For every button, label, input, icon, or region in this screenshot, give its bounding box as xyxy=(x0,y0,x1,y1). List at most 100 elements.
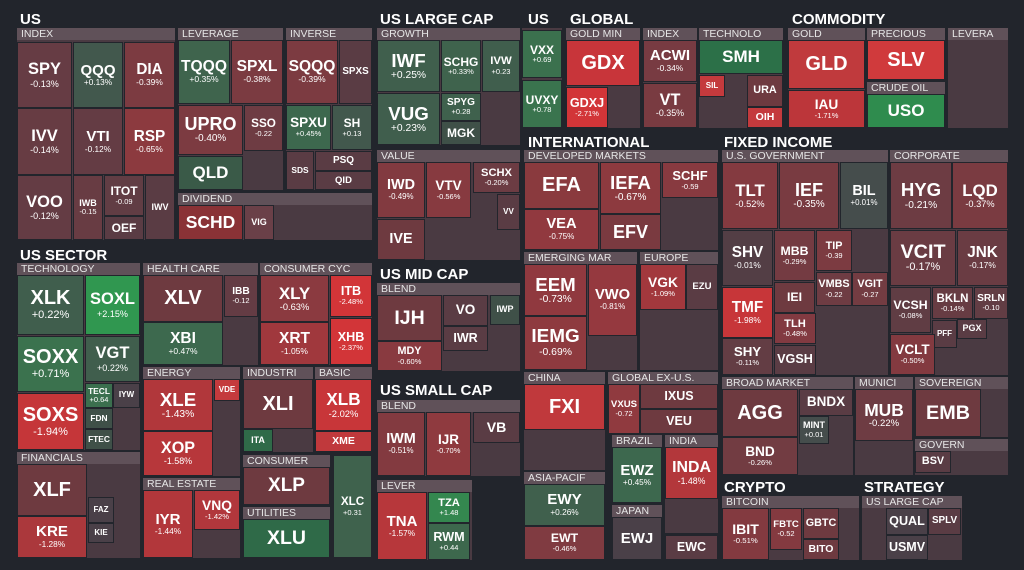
tile[interactable]: TQQQ +0.35% xyxy=(178,40,230,104)
tile[interactable]: EWC xyxy=(665,535,718,560)
tile[interactable]: VV xyxy=(497,194,520,230)
tile[interactable]: BSV xyxy=(915,451,951,473)
tile[interactable]: EFA xyxy=(524,162,599,209)
tile[interactable]: USO xyxy=(867,94,945,128)
tile[interactable]: VTI -0.12% xyxy=(73,108,123,175)
tile[interactable]: URA xyxy=(747,75,783,107)
tile[interactable]: IWP xyxy=(490,295,520,325)
tile[interactable]: QUAL xyxy=(886,508,928,535)
tile[interactable]: TNA -1.57% xyxy=(377,492,427,560)
tile[interactable]: PGX xyxy=(957,319,987,339)
tile[interactable]: IWB -0.15 xyxy=(73,175,103,240)
tile[interactable]: SMH xyxy=(699,40,783,74)
tile[interactable]: SPXL -0.38% xyxy=(231,40,283,104)
tile[interactable]: BND -0.26% xyxy=(722,437,798,475)
tile[interactable]: IVW +0.23 xyxy=(482,40,520,92)
tile[interactable]: UVXY +0.78 xyxy=(522,80,562,128)
tile[interactable]: XHB -2.37% xyxy=(330,318,372,365)
tile[interactable]: XLE -1.43% xyxy=(143,379,213,431)
tile[interactable]: ITB -2.48% xyxy=(330,275,372,317)
tile[interactable]: SOXL +2.15% xyxy=(85,275,140,335)
tile[interactable]: MDY -0.60% xyxy=(377,341,442,371)
tile[interactable]: BNDX xyxy=(799,389,853,416)
tile[interactable]: IAU -1.71% xyxy=(788,90,865,128)
tile[interactable]: IYR -1.44% xyxy=(143,490,193,558)
tile[interactable]: VEU xyxy=(640,409,718,434)
tile[interactable]: EWY +0.26% xyxy=(524,484,605,526)
tile[interactable]: IEFA -0.67% xyxy=(600,162,661,214)
tile[interactable]: MBB -0.29% xyxy=(774,230,815,281)
tile[interactable]: IBIT -0.51% xyxy=(722,508,769,560)
tile[interactable]: VT -0.35% xyxy=(643,83,697,128)
tile[interactable]: XLI xyxy=(243,379,313,429)
tile[interactable]: XLP xyxy=(243,467,330,505)
tile[interactable]: VOO -0.12% xyxy=(17,175,72,240)
tile[interactable]: AGG xyxy=(722,389,798,437)
tile[interactable]: SPYG +0.28 xyxy=(441,93,481,121)
tile[interactable]: QLD xyxy=(178,156,243,190)
tile[interactable]: VUG +0.23% xyxy=(377,93,440,145)
tile[interactable]: IWV xyxy=(145,175,175,240)
tile[interactable]: RSP -0.65% xyxy=(124,108,175,175)
tile[interactable]: VGK -1.09% xyxy=(640,264,686,310)
tile[interactable]: SLV xyxy=(867,40,945,80)
tile[interactable]: QID xyxy=(315,171,372,190)
tile[interactable]: VXUS -0.72 xyxy=(608,384,640,434)
tile[interactable]: TLT -0.52% xyxy=(722,162,778,229)
tile[interactable]: VXX +0.69 xyxy=(522,30,562,78)
tile[interactable]: BIL +0.01% xyxy=(840,162,888,229)
tile[interactable]: SPY -0.13% xyxy=(17,42,72,108)
tile[interactable]: IJR -0.70% xyxy=(426,412,471,476)
tile[interactable]: VNQ -1.42% xyxy=(194,490,240,530)
tile[interactable]: VIG xyxy=(244,205,274,240)
tile[interactable]: EEM -0.73% xyxy=(524,264,587,316)
tile[interactable]: SCHX -0.20% xyxy=(473,162,520,193)
tile[interactable]: FXI xyxy=(524,384,605,430)
tile[interactable]: ITOT -0.09 xyxy=(104,175,144,216)
tile[interactable]: SSO -0.22 xyxy=(244,105,283,151)
tile[interactable]: IYW xyxy=(113,383,140,408)
tile[interactable]: PSQ xyxy=(315,151,372,171)
tile[interactable]: VDE xyxy=(214,379,240,401)
tile[interactable]: SRLN -0.10 xyxy=(974,287,1008,319)
tile[interactable]: INDA -1.48% xyxy=(665,447,718,499)
tile[interactable]: TZA +1.48 xyxy=(428,492,470,523)
tile[interactable]: BITO xyxy=(803,539,839,560)
tile[interactable]: SH +0.13 xyxy=(332,105,372,150)
tile[interactable]: FDN xyxy=(85,408,113,429)
tile[interactable]: VWO -0.81% xyxy=(588,264,637,336)
tile[interactable]: USMV xyxy=(886,535,928,560)
tile[interactable]: IXUS xyxy=(640,384,718,409)
tile[interactable]: SDS xyxy=(286,151,314,190)
tile[interactable]: IEI xyxy=(774,282,815,313)
tile[interactable]: GLD xyxy=(788,40,865,89)
tile[interactable]: EZU xyxy=(686,264,718,310)
tile[interactable]: IWD -0.49% xyxy=(377,162,425,218)
tile[interactable]: VGIT -0.27 xyxy=(852,272,888,306)
tile[interactable]: GDXJ -2.71% xyxy=(566,87,608,128)
tile[interactable]: XLU xyxy=(243,519,330,558)
tile[interactable]: VMBS -0.22 xyxy=(816,272,852,306)
tile[interactable]: ACWI -0.34% xyxy=(643,40,697,82)
tile[interactable]: TECL +0.64 xyxy=(85,383,113,408)
tile[interactable]: XOP -1.58% xyxy=(143,431,213,476)
tile[interactable]: IVV -0.14% xyxy=(17,108,72,175)
tile[interactable]: BKLN -0.14% xyxy=(932,287,973,319)
tile[interactable]: LQD -0.37% xyxy=(952,162,1008,229)
tile[interactable]: VTV -0.56% xyxy=(426,162,471,218)
tile[interactable]: SPXS xyxy=(339,40,372,104)
tile[interactable]: QQQ +0.13% xyxy=(73,42,123,108)
tile[interactable]: VB xyxy=(473,412,520,443)
tile[interactable]: GDX xyxy=(566,40,640,86)
tile[interactable]: SCHD xyxy=(178,205,243,240)
tile[interactable]: KIE xyxy=(88,523,114,543)
tile[interactable]: ITA xyxy=(243,429,273,452)
tile[interactable]: JNK -0.17% xyxy=(957,230,1008,286)
tile[interactable]: XRT -1.05% xyxy=(260,322,329,365)
tile[interactable]: IWM -0.51% xyxy=(377,412,425,476)
tile[interactable]: MINT +0.01 xyxy=(799,416,829,444)
tile[interactable]: TMF -1.98% xyxy=(722,287,773,338)
tile[interactable]: TLH -0.48% xyxy=(774,313,816,344)
tile[interactable]: SOXX +0.71% xyxy=(17,336,84,392)
tile[interactable]: EWT -0.46% xyxy=(524,526,605,560)
